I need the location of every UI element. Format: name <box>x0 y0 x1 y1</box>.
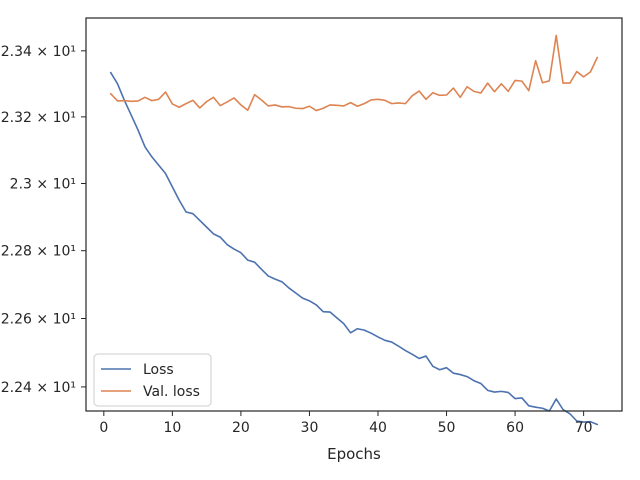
x-axis: 0 10 20 30 40 50 60 70 <box>99 411 593 436</box>
series-line-loss <box>109 71 599 426</box>
y-tick-label: 2.26 × 10¹ <box>1 312 76 328</box>
legend-box <box>93 353 212 407</box>
series-layer <box>109 34 599 426</box>
y-tick-label: 2.3 × 10¹ <box>10 176 76 192</box>
x-tick-label: 50 <box>438 420 456 436</box>
x-tick-label: 30 <box>301 420 319 436</box>
x-axis-title: Epochs <box>327 445 381 463</box>
x-tick-label: 10 <box>163 420 181 436</box>
legend-label-val-loss: Val. loss <box>143 384 200 400</box>
y-tick-label: 2.34 × 10¹ <box>1 44 76 60</box>
x-tick-label: 20 <box>232 420 250 436</box>
axes-frame <box>85 17 623 412</box>
legend: Loss Val. loss <box>93 353 212 407</box>
y-tick-label: 2.24 × 10¹ <box>1 380 76 396</box>
x-tick-label: 70 <box>575 420 593 436</box>
legend-label-loss: Loss <box>143 362 174 378</box>
y-tick-label: 2.32 × 10¹ <box>1 110 76 126</box>
plot-area <box>85 17 623 426</box>
y-tick-label: 2.28 × 10¹ <box>1 244 76 260</box>
x-tick-label: 60 <box>506 420 524 436</box>
y-axis: 2.24 × 10¹ 2.26 × 10¹ 2.28 × 10¹ 2.3 × 10¹ 2… <box>1 44 86 396</box>
x-tick-label: 40 <box>369 420 387 436</box>
x-tick-label: 0 <box>99 420 108 436</box>
series-line-val-loss <box>109 34 599 112</box>
